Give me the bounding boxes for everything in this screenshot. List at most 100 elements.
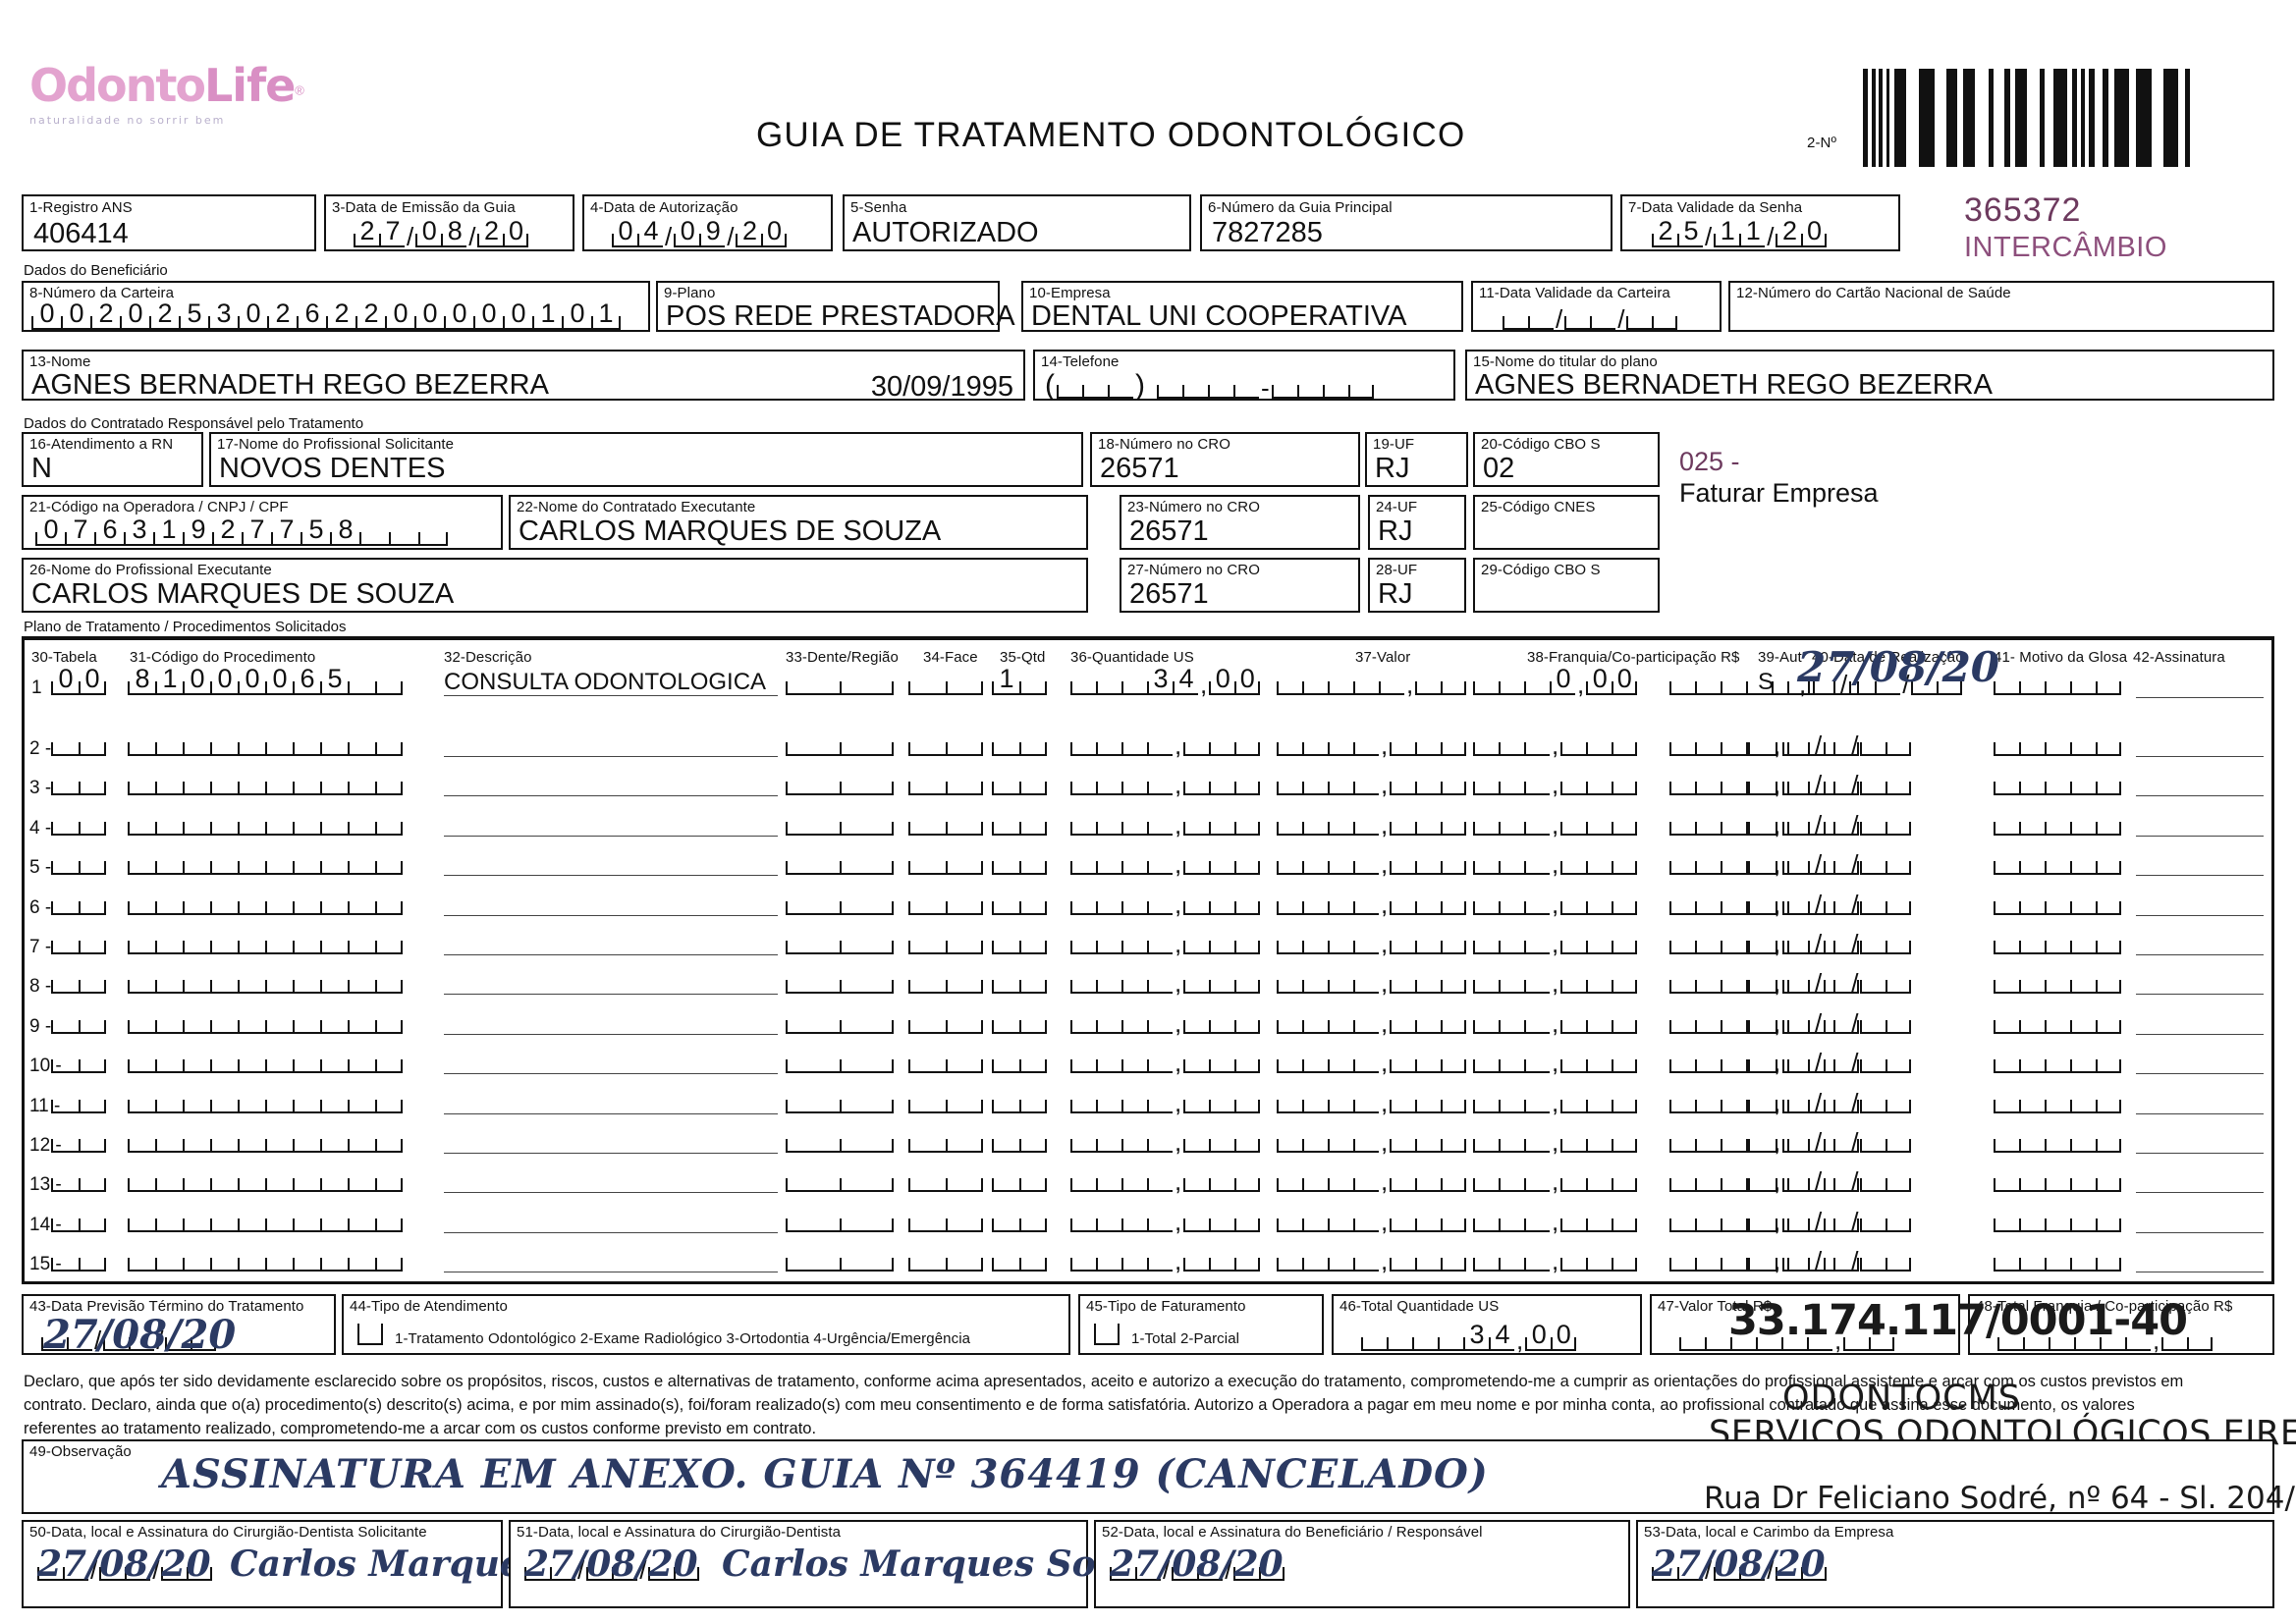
company-address-line1: Rua Dr Feliciano Sodré, nº 64 - Sl. 204/… — [1704, 1481, 2296, 1516]
field-nome-beneficiario[interactable]: 13-Nome AGNES BERNADETH REGO BEZERRA 30/… — [22, 350, 1025, 402]
row-comb-field — [1994, 925, 2121, 954]
row-comb-field — [786, 1084, 894, 1113]
row-aut-field — [1748, 925, 1777, 954]
field-uf-executante[interactable]: 24-UF RJ — [1368, 495, 1466, 550]
row-comb-field: , — [1473, 727, 1638, 758]
row-comb-field — [908, 1242, 983, 1272]
field-carimbo-empresa[interactable]: 53-Data, local e Carimbo da Empresa / / … — [1636, 1520, 2274, 1608]
field-nome-titular[interactable]: 15-Nome do titular do plano AGNES BERNAD… — [1465, 350, 2274, 401]
row-comb-field — [51, 766, 106, 796]
row-aut: S — [1758, 669, 1775, 695]
field-tipo-atendimento[interactable]: 44-Tipo de Atendimento 1-Tratamento Odon… — [342, 1294, 1070, 1355]
field-registro-ans[interactable]: 1-Registro ANS 406414 — [22, 194, 316, 251]
row-comb-field: / / — [1787, 1163, 1912, 1194]
field-nome-titular-label: 15-Nome do titular do plano — [1473, 353, 1658, 370]
field-assinatura-dentista-signature: Carlos Marques Souza — [722, 1543, 1165, 1585]
field-senha[interactable]: 5-Senha AUTORIZADO — [843, 194, 1191, 251]
field-numero-cro-prof-executante-label: 27-Número no CRO — [1127, 562, 1260, 578]
row-comb-field — [1994, 1084, 2121, 1113]
field-tipo-atendimento-label: 44-Tipo de Atendimento — [350, 1298, 508, 1315]
row-comb-field — [51, 1203, 106, 1232]
row-comb-field — [128, 1123, 403, 1153]
row-aut-field — [1748, 1163, 1777, 1193]
row-assinatura-line — [2136, 1033, 2264, 1035]
row-comb-field — [786, 1044, 894, 1074]
row-comb-field — [128, 886, 403, 915]
row-comb-field: / / — [1787, 1004, 1912, 1036]
field-nome-contratado-executante[interactable]: 22-Nome do Contratado Executante CARLOS … — [509, 495, 1088, 550]
field-codigo-cnes[interactable]: 25-Código CNES — [1473, 495, 1660, 550]
row-comb-field — [128, 1242, 403, 1272]
row-comb-field: , — [1277, 1242, 1467, 1273]
row-assinatura-line — [2136, 954, 2264, 955]
field-numero-cro-solicitante[interactable]: 18-Número no CRO 26571 — [1090, 432, 1360, 487]
row-comb-field — [908, 727, 983, 756]
row-comb-field — [128, 766, 403, 796]
field-total-franquia[interactable]: 48-Total Franquia / Co-participação R$ , — [1968, 1294, 2274, 1355]
field-empresa[interactable]: 10-Empresa DENTAL UNI COOPERATIVA — [1021, 281, 1463, 332]
row-comb-field: , — [1070, 1123, 1261, 1155]
field-numero-cro-prof-executante[interactable]: 27-Número no CRO 26571 — [1120, 558, 1360, 613]
field-data-previsao-termino[interactable]: 43-Data Previsão Término do Tratamento /… — [22, 1294, 336, 1358]
row-comb-field: / / — [1787, 845, 1912, 877]
field-registro-ans-value: 406414 — [33, 218, 129, 249]
row-comb-field: , — [1473, 886, 1638, 917]
field-tipo-faturamento-label: 45-Tipo de Faturamento — [1086, 1298, 1246, 1315]
row-comb-field — [786, 886, 894, 915]
procedures-section-title: Plano de Tratamento / Procedimentos Soli… — [24, 619, 347, 635]
row-number: 12 - — [29, 1135, 62, 1156]
field-telefone[interactable]: 14-Telefone ( ) - — [1033, 350, 1455, 401]
field-assinatura-dentista-date: 27/08/20 — [524, 1543, 698, 1585]
field-nome-profissional-solicitante[interactable]: 17-Nome do Profissional Solicitante NOVO… — [209, 432, 1083, 487]
field-assinatura-beneficiario[interactable]: 52-Data, local e Assinatura do Beneficiá… — [1094, 1520, 1630, 1608]
field-uf-prof-executante-label: 28-UF — [1376, 562, 1418, 578]
row-comb-field: , — [1473, 766, 1638, 797]
row-assinatura-line — [2136, 914, 2264, 916]
field-assinatura-solicitante[interactable]: 50-Data, local e Assinatura do Cirurgião… — [22, 1520, 673, 1608]
row-comb-field — [128, 727, 403, 756]
field-numero-cro-prof-executante-value: 26571 — [1129, 578, 1209, 610]
annotation-text: Faturar Empresa — [1679, 478, 1879, 508]
row-comb-field: / / — [1787, 1044, 1912, 1075]
row-assinatura-line — [2136, 1153, 2264, 1154]
row-comb-field — [908, 766, 983, 796]
field-atendimento-rn[interactable]: 16-Atendimento a RN N — [22, 432, 203, 487]
field-assinatura-solicitante-label: 50-Data, local e Assinatura do Cirurgião… — [29, 1524, 427, 1541]
field-numero-guia-principal[interactable]: 6-Número da Guia Principal 7827285 — [1200, 194, 1613, 251]
tipo-faturamento-checkbox[interactable] — [1094, 1324, 1120, 1345]
field-nome-profissional-solicitante-value: NOVOS DENTES — [219, 453, 446, 484]
field-tipo-faturamento[interactable]: 45-Tipo de Faturamento 1-Total 2-Parcial — [1078, 1294, 1324, 1355]
field-uf-prof-executante[interactable]: 28-UF RJ — [1368, 558, 1466, 613]
row-comb-field — [1994, 1203, 2121, 1232]
tipo-atendimento-checkbox[interactable] — [357, 1324, 383, 1345]
logo-life-text: Life — [203, 59, 296, 112]
field-data-validade-carteira[interactable]: 11-Data Validade da Carteira / / — [1471, 281, 1722, 332]
field-observacao[interactable]: 49-Observação ASSINATURA EM ANEXO. GUIA … — [22, 1439, 2274, 1514]
row-comb-field: , — [1277, 766, 1467, 797]
row-assinatura-line — [2136, 795, 2264, 797]
row-comb-field — [1994, 886, 2121, 915]
field-numero-cartao-nacional[interactable]: 12-Número do Cartão Nacional de Saúde — [1728, 281, 2274, 332]
field-nome-profissional-executante[interactable]: 26-Nome do Profissional Executante CARLO… — [22, 558, 1088, 613]
field-numero-cro-solicitante-value: 26571 — [1100, 453, 1179, 484]
field-codigo-cbo-executante[interactable]: 29-Código CBO S — [1473, 558, 1660, 613]
field-uf-solicitante[interactable]: 19-UF RJ — [1365, 432, 1468, 487]
field-plano-label: 9-Plano — [664, 285, 716, 301]
row-comb-field — [992, 964, 1047, 995]
field-numero-cro-executante[interactable]: 23-Número no CRO 26571 — [1120, 495, 1360, 550]
field-carimbo-empresa-label: 53-Data, local e Carimbo da Empresa — [1644, 1524, 1894, 1541]
field-codigo-cbo-solicitante[interactable]: 20-Código CBO S 02 — [1473, 432, 1660, 487]
field-assinatura-dentista[interactable]: 51-Data, local e Assinatura do Cirurgião… — [509, 1520, 1165, 1608]
field-plano[interactable]: 9-Plano POS REDE PRESTADORA — [656, 281, 1015, 332]
field-valor-total[interactable]: 47-Valor Total R$ , — [1650, 1294, 1960, 1355]
row-qtd: 1 — [992, 666, 1047, 695]
row-comb-field — [992, 1084, 1047, 1113]
